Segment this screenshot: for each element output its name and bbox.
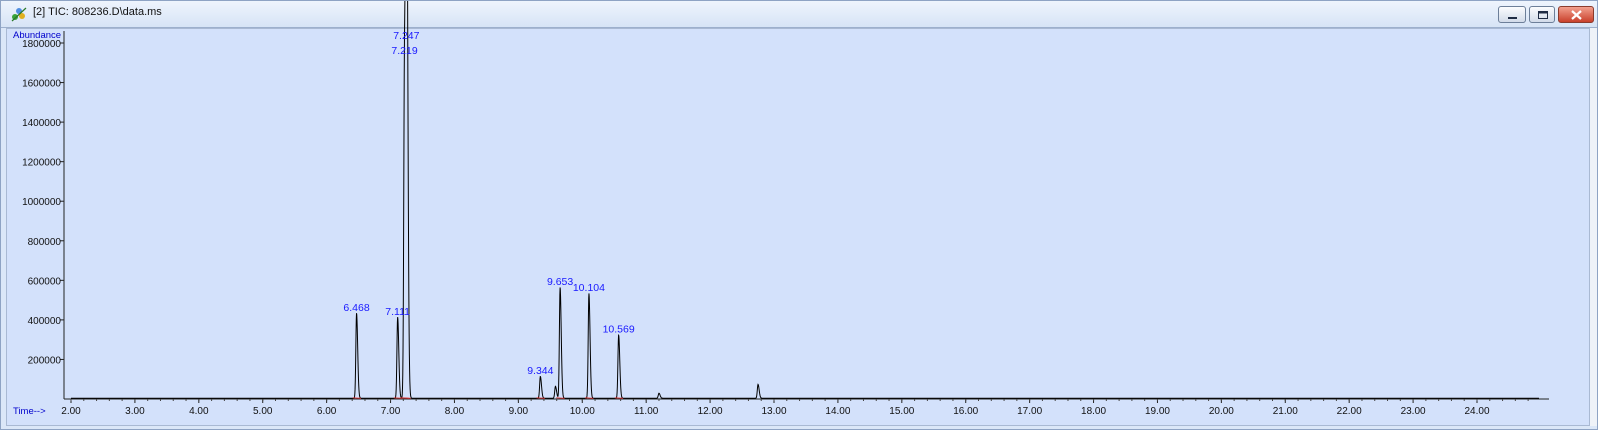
y-tick-label: 200000	[28, 355, 62, 366]
x-tick-label: 3.00	[125, 406, 145, 417]
y-tick-label: 800000	[28, 237, 62, 248]
integration-baseline	[556, 397, 565, 399]
x-axis-title: Time-->	[13, 406, 46, 417]
y-tick-label: 1200000	[22, 158, 61, 169]
y-tick-label: 1000000	[22, 197, 61, 208]
peak-label: 9.344	[527, 365, 553, 377]
x-tick-label: 8.00	[445, 406, 465, 417]
y-tick-label: 600000	[28, 276, 62, 287]
x-tick-label: 10.00	[570, 406, 595, 417]
title-bar[interactable]: [2] TIC: 808236.D\data.ms	[1, 1, 1597, 28]
y-axis-title: Abundance	[13, 30, 61, 41]
x-tick-label: 16.00	[953, 406, 978, 417]
chromatogram-app-icon	[11, 7, 27, 22]
integration-baseline	[402, 397, 411, 399]
integration-baseline	[536, 397, 545, 399]
axes-layer: Abundance Time-->	[13, 30, 1549, 417]
peak-label: 7.247	[393, 30, 419, 42]
x-tick-label: 14.00	[825, 406, 850, 417]
x-tick-label: 21.00	[1273, 406, 1298, 417]
peak-label: 6.468	[343, 302, 369, 314]
plot-area[interactable]	[6, 28, 1590, 426]
peak-label: 7.111	[385, 306, 410, 318]
ticks-layer: 2.00 3.00 4.00 5.00 6.00 7.00 8.00 9.00 10.00 11.…	[22, 39, 1529, 417]
x-tick-label: 20.00	[1209, 406, 1234, 417]
minimize-button[interactable]	[1498, 6, 1526, 23]
right-scrollbar[interactable]	[1590, 28, 1597, 426]
x-tick-label: 13.00	[761, 406, 786, 417]
peak-label: 9.653	[547, 276, 573, 288]
x-tick-label: 11.00	[634, 406, 659, 417]
y-tick-label: 1600000	[22, 79, 61, 90]
minimize-icon	[1508, 17, 1517, 19]
peak-label: 10.104	[573, 282, 605, 294]
x-tick-label: 5.00	[253, 406, 273, 417]
maximize-button[interactable]	[1529, 6, 1555, 23]
x-tick-label: 24.00	[1464, 406, 1489, 417]
x-tick-label: 15.00	[889, 406, 914, 417]
integration-baseline	[585, 397, 594, 399]
x-tick-label: 19.00	[1145, 406, 1170, 417]
x-tick-label: 12.00	[698, 406, 723, 417]
y-tick-label: 400000	[28, 316, 62, 327]
x-tick-label: 23.00	[1401, 406, 1426, 417]
integration-baseline	[352, 397, 362, 399]
tic-trace	[71, 1, 1539, 399]
x-tick-label: 7.00	[381, 406, 401, 417]
x-tick-label: 6.00	[317, 406, 337, 417]
x-tick-label: 18.00	[1081, 406, 1106, 417]
peak-label-layer: 6.468 7.111 7.219 7.247 9.344 9.653 10.104 10.5…	[343, 30, 634, 377]
x-tick-label: 2.00	[61, 406, 81, 417]
x-tick-label: 22.00	[1337, 406, 1362, 417]
close-button[interactable]	[1558, 6, 1594, 23]
peak-label: 7.219	[391, 45, 417, 57]
window-title: [2] TIC: 808236.D\data.ms	[33, 6, 162, 18]
x-tick-label: 4.00	[189, 406, 209, 417]
maximize-icon	[1538, 11, 1548, 19]
x-tick-label: 17.00	[1017, 406, 1042, 417]
peak-label: 10.569	[603, 324, 635, 336]
integration-baseline	[614, 397, 624, 399]
close-icon	[1571, 10, 1582, 20]
y-tick-label: 1400000	[22, 118, 61, 129]
y-tick-label: 1800000	[22, 39, 61, 50]
x-tick-label: 9.00	[509, 406, 529, 417]
trace-layer	[71, 1, 1539, 399]
